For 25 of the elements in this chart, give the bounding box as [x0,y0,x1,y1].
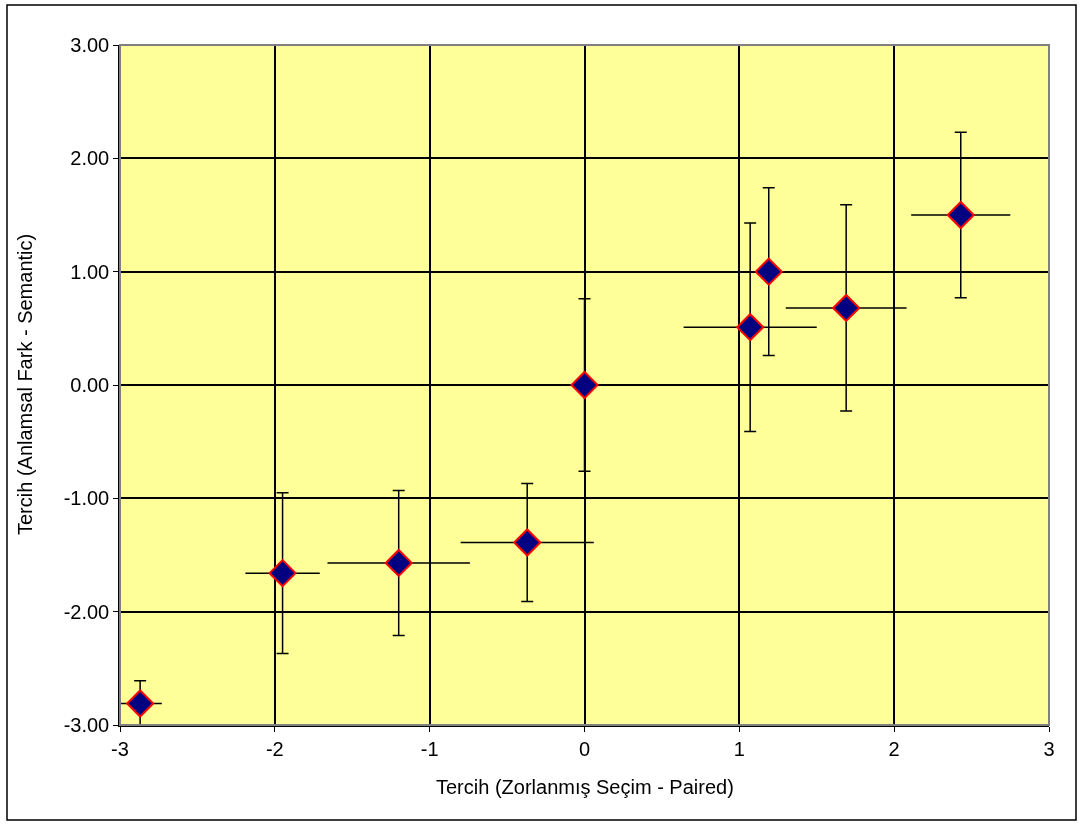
point [736,313,765,342]
point [832,293,861,322]
point [754,257,783,286]
point [384,548,413,577]
point [513,528,542,557]
x-tick-label: -3 [111,737,129,760]
y-tick-label: -2.00 [63,600,110,623]
y-axis-title: Tercih (Anlamsal Fark - Semantic) [14,233,36,535]
y-tick-label: -3.00 [63,714,110,736]
y-tick-label: 2.00 [70,147,110,170]
x-axis-title: Tercih (Zorlanmış Seçim - Paired) [436,776,734,798]
x-tick-label: 2 [888,737,900,760]
point [126,689,155,718]
x-tick-label: -2 [265,737,284,760]
point [946,201,975,229]
y-tick-label: 0.00 [70,374,110,396]
y-tick-label: 3.00 [70,34,110,56]
x-tick-label: 1 [733,737,745,760]
x-tick-label: -1 [420,737,439,760]
y-tick-label: 1.00 [70,260,110,283]
point [570,371,599,399]
x-tick-label: 3 [1043,737,1055,760]
y-tick-label: -1.00 [63,487,110,510]
x-tick-label: 0 [578,737,591,760]
point [268,559,297,588]
